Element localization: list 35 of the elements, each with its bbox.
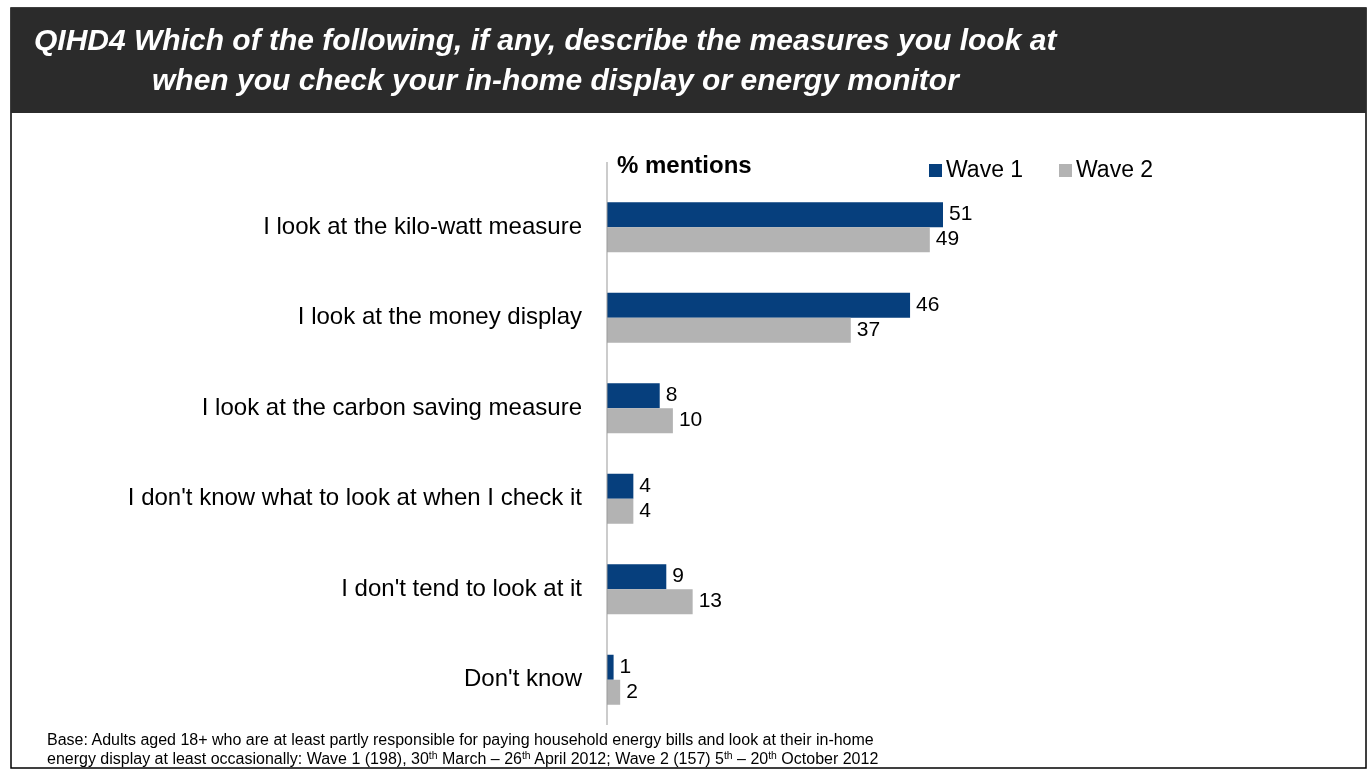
text: Base: Adults aged 18+ who are at least partly responsible for paying household energy bills and look at their in-home energy display at least occasionally: Wave 1 (198), 30$^{th}$ March – 26$^{th}$ April 2012; Wave 2 (157) 5$^{th}$ – 20$^{th}$ October 2012 [47, 731, 879, 767]
data-label: 2 [626, 678, 638, 702]
y-tick-label: I don't tend to look at it [341, 573, 583, 601]
chart-title: QIHD4 Which of the following, if any, describe the measures you look at when you check your in-home display or energy monitor [34, 23, 1059, 96]
bar [607, 317, 851, 343]
data-label: 1 [619, 653, 632, 677]
data-label: 49 [935, 226, 960, 250]
data-label: 4 [639, 472, 652, 496]
data-label: 37 [856, 316, 881, 340]
bar [607, 498, 634, 524]
legend-label: Wave 2 [1076, 156, 1154, 183]
data-label: 8 [665, 382, 678, 406]
bar [607, 589, 693, 615]
data-label: 51 [949, 201, 973, 225]
bar [607, 679, 621, 705]
y-tick-label: I look at the money display [297, 302, 582, 330]
y-tick-label: Don't know [464, 664, 583, 692]
bar [607, 292, 911, 318]
bar [607, 202, 943, 228]
data-label: 46 [916, 291, 940, 315]
data-label: 10 [678, 407, 703, 431]
y-tick-label: I don't know what to look at when I check it [127, 483, 583, 511]
bar [607, 564, 667, 590]
bar [607, 408, 673, 434]
data-label: 13 [698, 588, 723, 612]
bar [607, 383, 660, 409]
y-tick-label: I look at the kilo-watt measure [263, 211, 582, 239]
y-tick-label: I look at the carbon saving measure [201, 392, 582, 420]
data-label: 4 [639, 497, 652, 521]
data-label: 9 [672, 563, 684, 587]
bar [607, 227, 930, 253]
bar [607, 473, 634, 499]
bar [607, 654, 614, 680]
legend-label: Wave 1 [946, 156, 1024, 183]
x-axis-title: % mentions [617, 151, 752, 178]
